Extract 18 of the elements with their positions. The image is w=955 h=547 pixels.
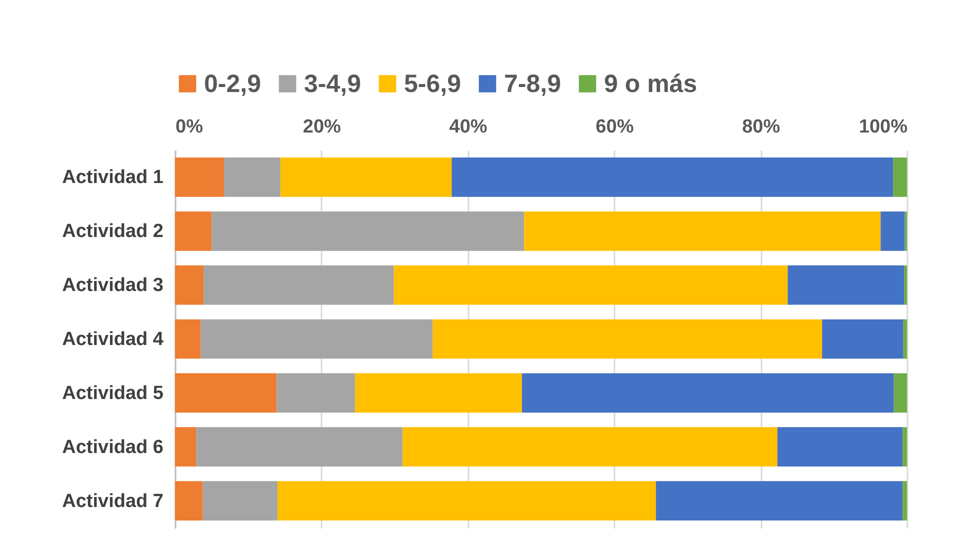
x-tick-label: 20% (302, 116, 342, 138)
legend-label: 3-4,9 (304, 70, 361, 98)
legend-label: 7-8,9 (504, 70, 561, 98)
legend-label: 9 o más (604, 70, 698, 98)
legend-label: 5-6,9 (404, 70, 461, 98)
x-tick-label: 60% (596, 116, 634, 138)
y-tick-label: Actividad 5 (62, 382, 164, 404)
y-tick-label: Actividad 4 (62, 329, 164, 350)
x-tick-label: 40% (449, 116, 488, 138)
legend-label: 0-2,9 (204, 70, 261, 98)
y-tick-label: Actividad 1 (62, 167, 164, 188)
y-tick-label: Actividad 6 (62, 436, 164, 458)
x-tick-label: 80% (742, 116, 780, 138)
x-tick-label: 100% (858, 116, 908, 138)
y-tick-label: Actividad 2 (62, 221, 164, 242)
x-tick-label: 0% (176, 116, 204, 138)
y-tick-label: Actividad 7 (62, 490, 164, 512)
y-tick-label: Actividad 3 (62, 275, 164, 296)
